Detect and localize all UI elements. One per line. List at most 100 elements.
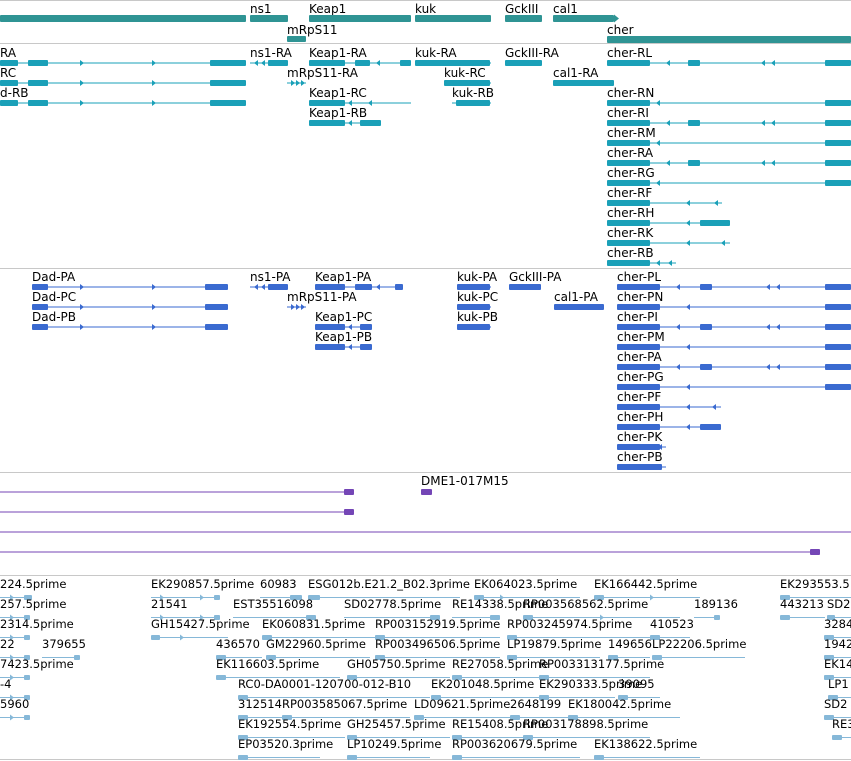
- est-feature[interactable]: [0, 612, 36, 623]
- est-feature[interactable]: [341, 732, 456, 743]
- transcript-feature[interactable]: [601, 157, 851, 169]
- transcript-feature[interactable]: [611, 341, 851, 353]
- transcript-feature[interactable]: [611, 361, 851, 373]
- transcript-feature[interactable]: [601, 137, 851, 149]
- gene-span-bar[interactable]: [499, 12, 548, 25]
- transcript-feature[interactable]: [26, 281, 234, 293]
- transcript-feature[interactable]: [611, 421, 727, 433]
- transcript-feature[interactable]: [601, 117, 851, 129]
- est-feature[interactable]: [145, 632, 234, 643]
- transcript-feature[interactable]: [548, 301, 610, 313]
- est-feature[interactable]: [517, 732, 656, 743]
- est-feature[interactable]: [821, 612, 851, 623]
- est-feature[interactable]: [644, 632, 696, 643]
- est-feature[interactable]: [260, 652, 376, 663]
- est-feature[interactable]: [210, 672, 346, 683]
- transcript-feature[interactable]: [0, 97, 252, 109]
- est-feature[interactable]: [232, 732, 351, 743]
- transcript-feature[interactable]: [611, 381, 851, 393]
- est-feature[interactable]: [338, 612, 446, 623]
- transcript-feature[interactable]: [244, 281, 294, 293]
- transcript-feature[interactable]: [601, 97, 851, 109]
- transcript-feature[interactable]: [0, 77, 252, 89]
- transcript-feature[interactable]: [451, 321, 497, 333]
- transcript-feature[interactable]: [611, 281, 851, 293]
- transcript-feature[interactable]: [281, 77, 312, 89]
- est-feature[interactable]: [256, 632, 386, 643]
- est-feature[interactable]: [276, 712, 416, 723]
- est-feature[interactable]: [446, 732, 536, 743]
- est-feature[interactable]: [446, 612, 506, 623]
- est-feature[interactable]: [145, 592, 226, 603]
- est-feature[interactable]: [369, 652, 506, 663]
- est-feature[interactable]: [425, 692, 546, 703]
- est-feature[interactable]: [822, 692, 851, 703]
- transcript-feature[interactable]: [438, 77, 497, 89]
- transcript-feature[interactable]: [499, 57, 548, 69]
- est-feature[interactable]: [588, 592, 706, 603]
- transcript-feature[interactable]: [451, 301, 497, 313]
- transcript-feature[interactable]: [611, 301, 851, 313]
- est-feature[interactable]: [36, 652, 86, 663]
- est-feature[interactable]: [826, 732, 851, 743]
- est-feature[interactable]: [341, 752, 436, 761]
- transcript-feature[interactable]: [611, 401, 727, 413]
- est-feature[interactable]: [145, 612, 226, 623]
- clone-feature[interactable]: [0, 506, 360, 518]
- transcript-feature[interactable]: [601, 57, 851, 69]
- est-feature[interactable]: [504, 712, 574, 723]
- est-feature[interactable]: [254, 592, 308, 603]
- gene-span-bar[interactable]: [303, 12, 417, 25]
- est-feature[interactable]: [533, 692, 621, 703]
- est-feature[interactable]: [210, 652, 268, 663]
- gene-span-bar[interactable]: [0, 12, 252, 25]
- est-feature[interactable]: [0, 652, 36, 663]
- transcript-feature[interactable]: [303, 117, 387, 129]
- transcript-feature[interactable]: [446, 97, 497, 109]
- est-feature[interactable]: [774, 612, 831, 623]
- est-feature[interactable]: [369, 632, 506, 643]
- transcript-feature[interactable]: [0, 57, 252, 69]
- est-feature[interactable]: [0, 632, 36, 643]
- transcript-feature[interactable]: [26, 321, 234, 333]
- gene-span-bar[interactable]: [281, 33, 312, 45]
- est-feature[interactable]: [646, 652, 751, 663]
- est-feature[interactable]: [562, 712, 686, 723]
- gene-span-bar[interactable]: [409, 12, 497, 25]
- transcript-feature[interactable]: [611, 321, 851, 333]
- transcript-feature[interactable]: [547, 77, 620, 89]
- transcript-feature[interactable]: [601, 217, 736, 229]
- est-feature[interactable]: [612, 692, 666, 703]
- est-feature[interactable]: [0, 672, 36, 683]
- clone-feature[interactable]: [0, 486, 360, 498]
- gene-span-bar[interactable]: [601, 33, 851, 46]
- clone-feature[interactable]: [415, 486, 438, 498]
- est-feature[interactable]: [0, 692, 36, 703]
- transcript-feature[interactable]: [611, 441, 672, 453]
- transcript-feature[interactable]: [601, 237, 736, 249]
- est-feature[interactable]: [501, 652, 606, 663]
- est-feature[interactable]: [232, 692, 436, 703]
- est-feature[interactable]: [446, 672, 546, 683]
- est-feature[interactable]: [602, 652, 656, 663]
- est-feature[interactable]: [517, 612, 686, 623]
- gene-span-bar[interactable]: [244, 12, 294, 25]
- transcript-feature[interactable]: [611, 461, 672, 473]
- est-feature[interactable]: [818, 652, 851, 663]
- transcript-feature[interactable]: [309, 341, 378, 353]
- est-feature[interactable]: [408, 712, 516, 723]
- transcript-feature[interactable]: [309, 281, 409, 293]
- est-feature[interactable]: [588, 752, 706, 761]
- transcript-feature[interactable]: [451, 281, 497, 293]
- est-feature[interactable]: [468, 592, 586, 603]
- est-feature[interactable]: [774, 592, 851, 603]
- transcript-feature[interactable]: [309, 321, 378, 333]
- est-feature[interactable]: [818, 672, 851, 683]
- est-feature[interactable]: [341, 672, 456, 683]
- est-feature[interactable]: [818, 712, 851, 723]
- est-feature[interactable]: [302, 592, 466, 603]
- est-feature[interactable]: [232, 752, 326, 761]
- transcript-feature[interactable]: [303, 97, 417, 109]
- est-feature[interactable]: [227, 612, 322, 623]
- est-feature[interactable]: [232, 712, 288, 723]
